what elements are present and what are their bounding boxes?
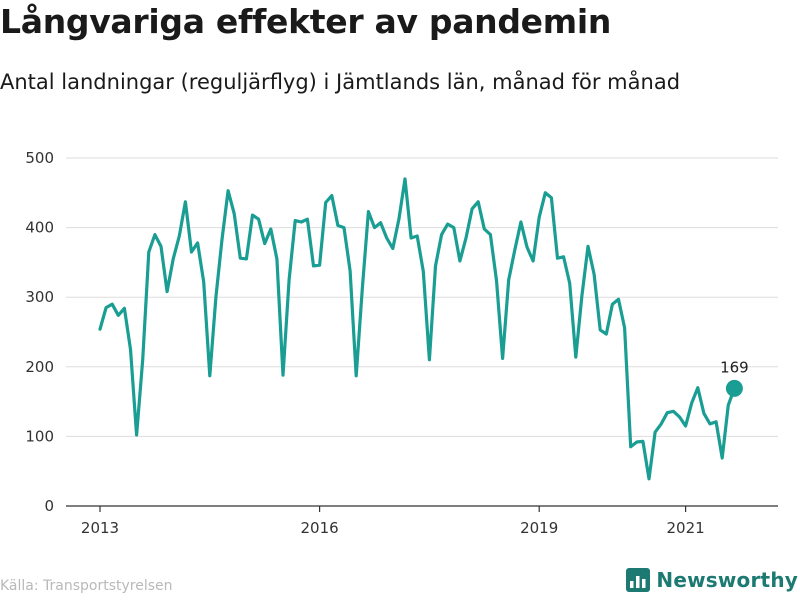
line-chart: 0 100 200 300 400 500 2013 2016 2019 2021 169 (25, 149, 778, 537)
chart-title: Långvariga effekter av pandemin (0, 2, 612, 41)
x-tick-label: 2016 (301, 519, 339, 537)
y-axis-tick-labels: 0 100 200 300 400 500 (25, 149, 54, 515)
x-axis-ticks: 2013 2016 2019 2021 (81, 506, 705, 537)
y-tick-label: 0 (44, 497, 54, 515)
last-value-marker (725, 379, 743, 397)
brand-logo: Newsworthy (626, 568, 798, 592)
series-line (98, 177, 736, 481)
x-tick-label: 2019 (520, 519, 558, 537)
y-tick-label: 300 (25, 288, 54, 306)
y-tick-label: 500 (25, 149, 54, 167)
brand-name: Newsworthy (656, 568, 798, 592)
x-tick-label: 2021 (667, 519, 705, 537)
chart-subtitle: Antal landningar (reguljärflyg) i Jämtla… (0, 70, 681, 94)
x-tick-label: 2013 (81, 519, 119, 537)
y-tick-label: 100 (25, 427, 54, 445)
source-note: Källa: Transportstyrelsen (0, 578, 173, 594)
bar-chart-logo-icon (626, 568, 651, 592)
gridlines (66, 157, 778, 437)
y-tick-label: 400 (25, 219, 54, 237)
last-value-label: 169 (720, 358, 749, 376)
y-tick-label: 200 (25, 358, 54, 376)
